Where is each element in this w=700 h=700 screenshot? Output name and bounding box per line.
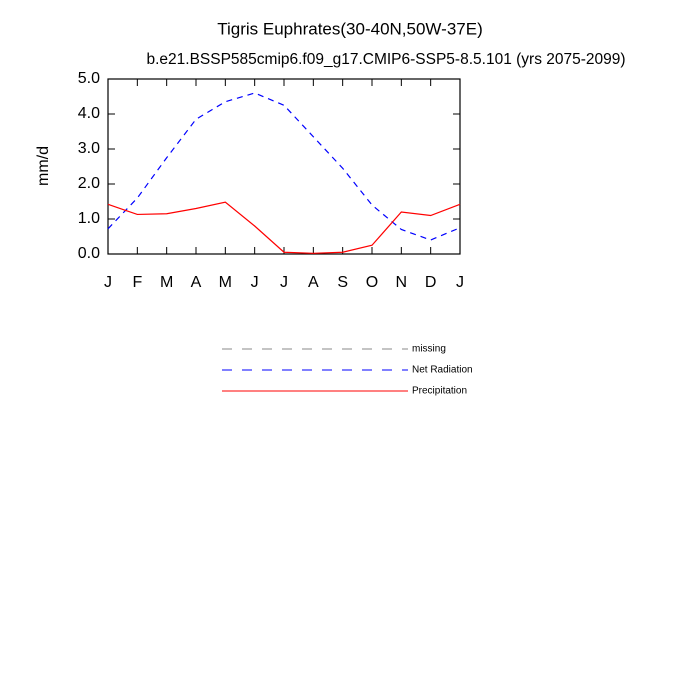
x-tick-label: J bbox=[251, 274, 259, 291]
chart-title: Tigris Euphrates(30-40N,50W-37E) bbox=[217, 19, 483, 38]
legend-label: missing bbox=[412, 344, 446, 355]
x-tick-label: J bbox=[104, 274, 112, 291]
y-tick-label: 4.0 bbox=[78, 105, 100, 122]
y-tick-label: 1.0 bbox=[78, 210, 100, 227]
y-tick-label: 3.0 bbox=[78, 140, 100, 157]
x-tick-label: J bbox=[280, 274, 288, 291]
y-tick-label: 0.0 bbox=[78, 245, 100, 262]
y-axis-label: mm/d bbox=[35, 146, 52, 186]
legend-label: Precipitation bbox=[412, 386, 467, 397]
data-line bbox=[107, 201, 461, 254]
chart-subtitle: b.e21.BSSP585cmip6.f09_g17.CMIP6-SSP5-8.… bbox=[146, 51, 625, 68]
x-tick-label: M bbox=[219, 274, 232, 291]
x-tick-label: O bbox=[366, 274, 378, 291]
x-tick-label: A bbox=[191, 274, 202, 291]
x-tick-label: A bbox=[308, 274, 319, 291]
x-tick-label: J bbox=[456, 274, 464, 291]
x-tick-label: N bbox=[396, 274, 408, 291]
x-tick-label: S bbox=[337, 274, 348, 291]
x-tick-label: M bbox=[160, 274, 173, 291]
x-tick-label: D bbox=[425, 274, 437, 291]
legend-label: Net Radiation bbox=[412, 365, 473, 376]
data-line bbox=[107, 92, 461, 241]
x-tick-label: F bbox=[132, 274, 142, 291]
y-tick-label: 5.0 bbox=[78, 70, 100, 87]
y-tick-label: 2.0 bbox=[78, 175, 100, 192]
